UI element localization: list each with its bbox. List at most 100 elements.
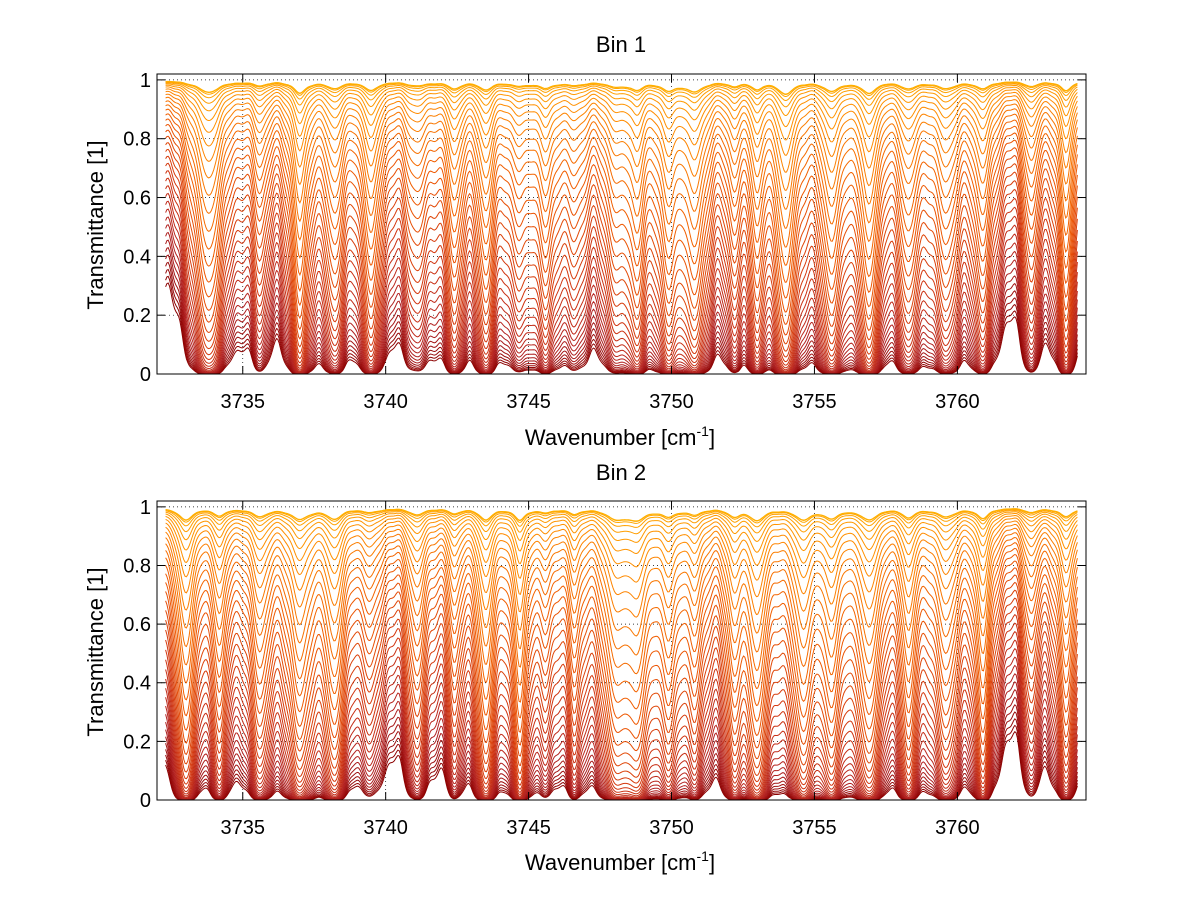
series-line: [165, 268, 1078, 375]
series-line: [165, 567, 1078, 752]
x-tick-label: 3735: [221, 391, 266, 413]
series-line: [165, 224, 1078, 374]
y-tick-labels: 0 0.2 0.4 0.6 0.8 1: [123, 70, 1086, 386]
y-tick-label: 0.4: [123, 246, 151, 268]
series-line: [165, 208, 1078, 374]
x-tick-label: 3740: [363, 391, 408, 413]
x-axis-label: Wavenumber [cm-1]: [525, 423, 715, 450]
series-line: [165, 88, 1078, 156]
x-tick-label: 3745: [506, 817, 551, 839]
series-line: [165, 84, 1078, 128]
series-line: [165, 605, 1078, 789]
series-line: [165, 532, 1078, 656]
series-line: [165, 90, 1078, 173]
series-group: [165, 508, 1078, 801]
series-line: [165, 508, 1078, 524]
series-line: [165, 239, 1078, 375]
series-line: [165, 514, 1078, 568]
series-line: [165, 614, 1078, 792]
x-tick-label: 3755: [792, 391, 837, 413]
plot-frame: [156, 73, 1087, 375]
series-line: [165, 185, 1078, 371]
x-tick-label: 3735: [221, 817, 266, 839]
series-line: [165, 597, 1078, 784]
series-line: [165, 135, 1078, 336]
series-line: [165, 509, 1078, 528]
series-line: [165, 108, 1078, 266]
chart-bin-2: Bin 2 3735 3740 3745 3750 3755 3760 0 0.2 0.4 0.…: [83, 460, 1087, 875]
series-line: [165, 664, 1078, 800]
y-tick-label: 0.6: [123, 614, 151, 636]
y-tick-label: 0: [140, 790, 151, 812]
series-line: [165, 508, 1078, 522]
series-line: [165, 261, 1078, 375]
series-line: [165, 81, 1078, 98]
series-line: [165, 118, 1078, 299]
series-line: [165, 517, 1078, 583]
chart-title: Bin 2: [596, 460, 646, 485]
series-line: [165, 148, 1078, 352]
chart-title: Bin 1: [596, 32, 646, 57]
series-line: [165, 589, 1078, 778]
series-line: [165, 581, 1078, 771]
y-tick-label: 0.2: [123, 305, 151, 327]
y-tick-label: 0: [140, 364, 151, 386]
series-line: [165, 512, 1078, 555]
series-line: [165, 247, 1078, 375]
series-line: [165, 80, 1078, 95]
series-line: [165, 200, 1078, 373]
x-tick-label: 3745: [506, 391, 551, 413]
series-line: [165, 142, 1078, 345]
series-group: [165, 80, 1078, 375]
series-line: [165, 523, 1078, 618]
y-tick-label: 0.2: [123, 731, 151, 753]
x-axis-label: Wavenumber [cm-1]: [525, 848, 715, 875]
series-line: [165, 553, 1078, 725]
series-line: [165, 560, 1078, 739]
x-tick-label: 3760: [935, 391, 980, 413]
series-line: [165, 622, 1078, 795]
y-tick-label: 1: [140, 70, 151, 92]
series-line: [165, 511, 1078, 543]
series-line: [165, 96, 1078, 210]
series-line: [165, 639, 1078, 798]
x-tick-label: 3750: [649, 391, 694, 413]
series-line: [165, 104, 1078, 248]
y-axis-label: Transmittance [1]: [83, 567, 108, 736]
x-tick-labels: 3735 3740 3745 3750 3755 3760: [221, 501, 980, 839]
plot-frame: [156, 500, 1087, 801]
series-line: [165, 647, 1078, 799]
series-line: [165, 170, 1078, 366]
series-line: [165, 93, 1078, 191]
series-line: [165, 81, 1078, 102]
y-tick-label: 0.8: [123, 129, 151, 151]
series-line: [165, 574, 1078, 762]
series-line: [165, 216, 1078, 374]
series-line: [165, 509, 1078, 535]
y-tick-label: 0.4: [123, 673, 151, 695]
series-line: [165, 520, 1078, 600]
series-line: [165, 123, 1078, 313]
series-line: [165, 542, 1078, 693]
series-line: [165, 275, 1078, 375]
series-line: [165, 100, 1078, 229]
series-line: [165, 129, 1078, 325]
x-tick-label: 3750: [649, 817, 694, 839]
x-tick-label: 3755: [792, 817, 837, 839]
y-tick-label: 0.6: [123, 188, 151, 210]
x-tick-label: 3740: [363, 817, 408, 839]
y-tick-labels: 0 0.2 0.4 0.6 0.8 1: [123, 497, 1086, 812]
series-line: [165, 656, 1078, 800]
series-line: [165, 155, 1078, 358]
y-axis-label: Transmittance [1]: [83, 140, 108, 309]
series-line: [165, 254, 1078, 375]
x-tick-labels: 3735 3740 3745 3750 3755 3760: [221, 74, 980, 413]
chart-bin-1: Bin 1 3735 3740 3745 3750 3755 3760 0 0.2 0.4 0.…: [83, 32, 1087, 450]
x-tick-label: 3760: [935, 817, 980, 839]
series-line: [165, 86, 1078, 141]
series-line: [165, 547, 1078, 710]
series-line: [165, 113, 1078, 283]
series-line: [165, 177, 1078, 369]
y-tick-label: 1: [140, 497, 151, 519]
